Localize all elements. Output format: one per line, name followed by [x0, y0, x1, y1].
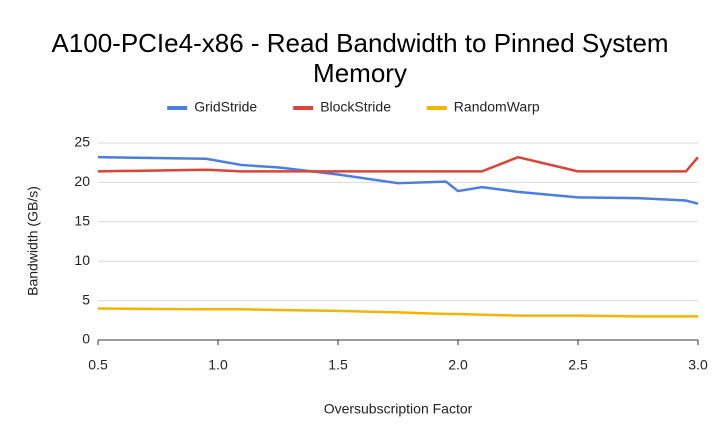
legend-label: GridStride — [194, 99, 257, 115]
x-tick-label: 3.0 — [688, 357, 708, 373]
y-tick-label: 25 — [74, 134, 90, 150]
x-tick-label: 2.0 — [448, 357, 468, 373]
x-tick-label: 2.5 — [568, 357, 588, 373]
x-axis-title: Oversubscription Factor — [324, 401, 473, 417]
x-tick-label: 1.5 — [328, 357, 348, 373]
y-axis-title: Bandwidth (GB/s) — [25, 186, 41, 296]
y-tick-label: 15 — [74, 213, 90, 229]
y-tick-label: 0 — [82, 331, 90, 347]
legend-label: BlockStride — [320, 99, 391, 115]
series-line — [97, 155, 699, 205]
series-line — [97, 155, 699, 173]
x-tick-label: 0.5 — [88, 357, 108, 373]
chart-title: A100-PCIe4-x86 - Read Bandwidth to Pinne… — [51, 28, 668, 58]
chart-title: Memory — [313, 58, 407, 88]
x-tick-label: 1.0 — [208, 357, 228, 373]
series-line — [97, 307, 698, 318]
y-tick-label: 5 — [82, 291, 90, 307]
legend-label: RandomWarp — [454, 99, 540, 115]
y-tick-label: 20 — [74, 173, 90, 189]
y-tick-label: 10 — [74, 252, 90, 268]
